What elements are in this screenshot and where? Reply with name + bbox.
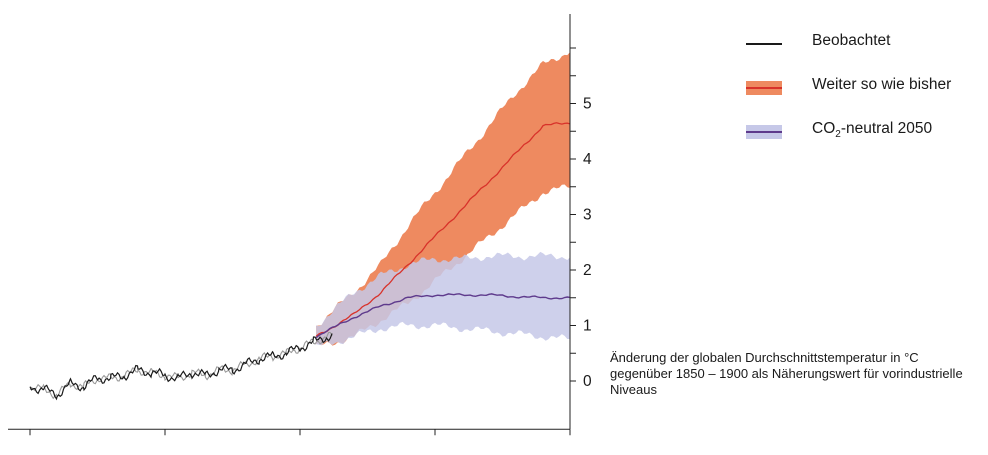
y-tick-label-0: 0: [583, 373, 592, 390]
legend-label-bau: Weiter so wie bisher: [812, 76, 952, 93]
neutral-band: [316, 251, 570, 346]
legend-label-neutral-sub: 2: [835, 129, 841, 141]
observed-line-shadow: [29, 331, 333, 400]
bau-band: [316, 52, 570, 346]
legend-label-neutral-suffix: -neutral 2050: [840, 120, 933, 137]
neutral-swatch-line: [746, 131, 782, 133]
legend-label-neutral: CO2-neutral 2050: [812, 120, 932, 140]
neutral-swatch: [746, 125, 782, 139]
bau-swatch: [746, 81, 782, 95]
y-tick-label-2: 2: [583, 262, 592, 279]
observed-line: [29, 333, 333, 401]
observed-swatch-line: [746, 43, 782, 45]
y-axis-description: Änderung der globalen Durchschnittstempe…: [610, 350, 963, 397]
neutral-line: [315, 293, 571, 339]
legend-label-observed: Beobachtet: [812, 32, 891, 49]
y-tick-label-4: 4: [583, 151, 592, 168]
y-tick-label-3: 3: [583, 207, 592, 224]
bau-line: [315, 122, 571, 337]
series-lines: [29, 122, 571, 401]
projection-bands: [316, 52, 570, 346]
y-tick-label-5: 5: [583, 96, 592, 113]
y-tick-label-1: 1: [583, 318, 592, 335]
legend-label-neutral-prefix: CO: [812, 120, 836, 137]
chart-axes: 19001950200020502100012345: [8, 14, 592, 436]
observed-swatch: [746, 37, 782, 51]
bau-swatch-line: [746, 87, 782, 89]
